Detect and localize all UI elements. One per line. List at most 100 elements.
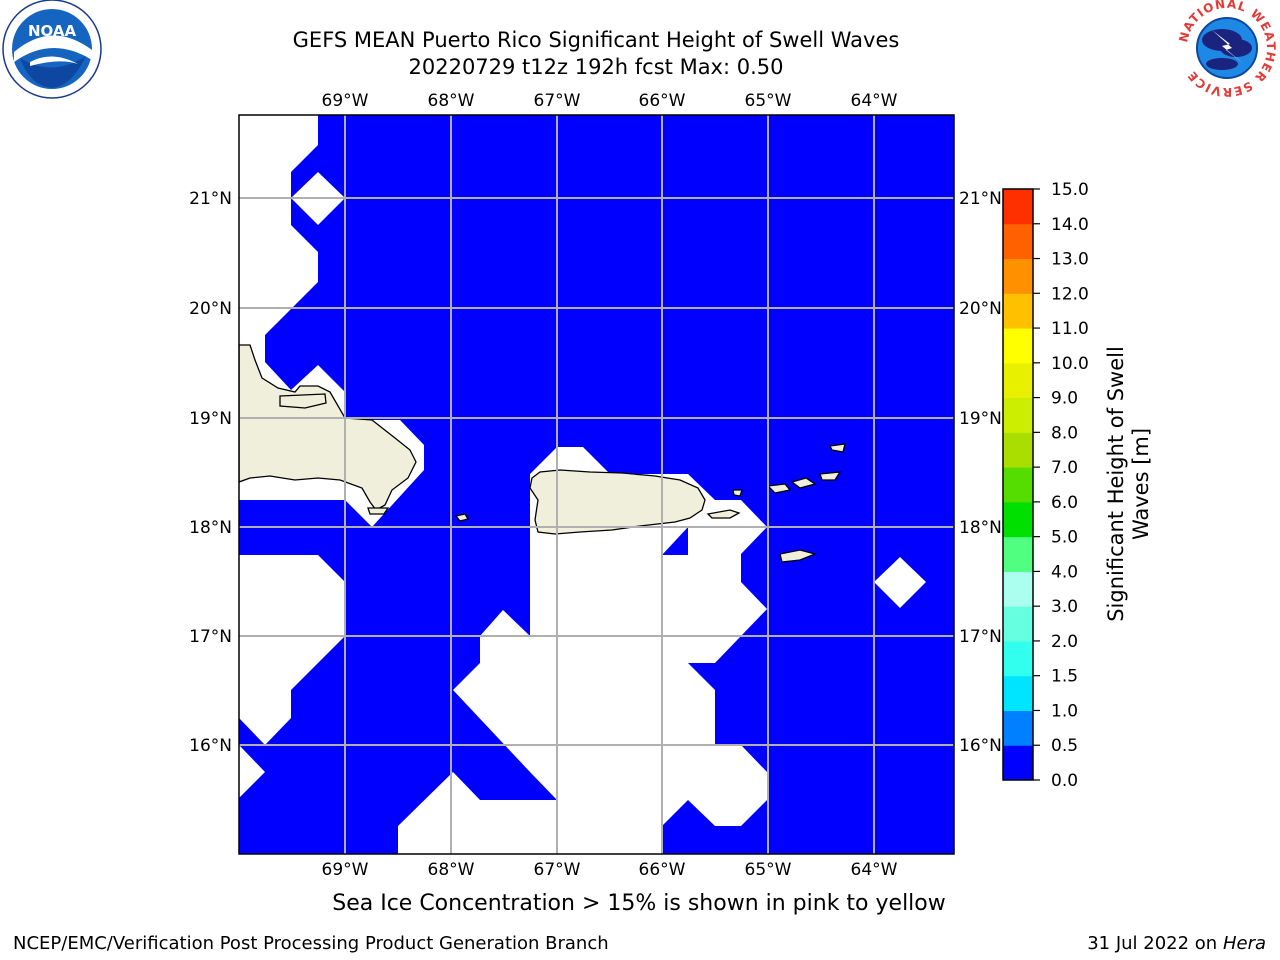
virgin-island xyxy=(819,471,842,481)
colorbar-label: Significant Height of Swell Waves [m] xyxy=(1104,346,1153,622)
lat-label: 17°N xyxy=(189,627,232,647)
vieques-island xyxy=(706,509,741,519)
colorbar-tick-label: 13.0 xyxy=(1051,250,1089,270)
colorbar-swatch xyxy=(1003,362,1033,399)
colorbar-swatch xyxy=(1003,328,1033,364)
lat-label: 16°N xyxy=(959,736,1002,756)
lat-label: 21°N xyxy=(959,189,1002,209)
lon-label: 66°W xyxy=(639,91,686,111)
lon-label: 64°W xyxy=(851,91,898,111)
colorbar-swatch xyxy=(1003,536,1033,572)
st-croix-island xyxy=(779,549,818,563)
graticule xyxy=(239,115,954,854)
lon-label: 69°W xyxy=(322,91,369,111)
colorbar-label-line2: Waves [m] xyxy=(1129,428,1153,540)
colorbar-tick-label: 2.0 xyxy=(1051,632,1078,652)
lon-label: 66°W xyxy=(639,860,686,880)
colorbar-swatch xyxy=(1003,571,1033,607)
colorbar-tick-label: 3.0 xyxy=(1051,597,1078,617)
sea-ice-note: Sea Ice Concentration > 15% is shown in … xyxy=(332,891,946,916)
footer-machine: Hera xyxy=(1222,933,1266,954)
no-data-region xyxy=(239,745,265,798)
no-data-region xyxy=(239,115,345,420)
lat-label: 20°N xyxy=(189,299,232,319)
colorbar-tick-label: 1.5 xyxy=(1051,667,1078,687)
colorbar-swatch xyxy=(1003,467,1033,503)
colorbar-label-line1: Significant Height of Swell xyxy=(1104,346,1128,622)
colorbar-tick-label: 10.0 xyxy=(1051,354,1089,374)
footer-date: 31 Jul 2022 on Hera xyxy=(1087,933,1266,954)
colorbar-tick-label: 5.0 xyxy=(1051,528,1078,548)
colorbar-ticks: 0.0 0.5 1.0 1.5 2.0 3.0 4.0 5.0 6.0 7.0 8.0 9.0 10.0… xyxy=(1033,180,1089,791)
colorbar-tick-label: 0.0 xyxy=(1051,771,1078,791)
lat-labels-right: 21°N 20°N 19°N 18°N 17°N 16°N xyxy=(959,189,1002,756)
no-data-region xyxy=(239,555,345,745)
lat-label: 21°N xyxy=(189,189,232,209)
colorbar-swatch xyxy=(1003,432,1033,468)
colorbar-tick-label: 6.0 xyxy=(1051,493,1078,513)
lat-labels-left: 21°N 20°N 19°N 18°N 17°N 16°N xyxy=(189,189,232,756)
no-data-region xyxy=(398,772,557,854)
lat-label: 19°N xyxy=(959,409,1002,429)
lat-label: 16°N xyxy=(189,736,232,756)
no-data-region xyxy=(874,557,926,608)
colorbar-swatch xyxy=(1003,258,1033,294)
colorbar-tick-label: 1.0 xyxy=(1051,701,1078,721)
colorbar-swatch xyxy=(1003,293,1033,329)
lon-labels-top: 69°W 68°W 67°W 66°W 65°W 64°W xyxy=(322,91,898,111)
noaa-logo: NOAA xyxy=(2,0,102,99)
lon-label: 64°W xyxy=(851,860,898,880)
lon-label: 68°W xyxy=(428,91,475,111)
lat-label: 19°N xyxy=(189,409,232,429)
lon-label: 68°W xyxy=(428,860,475,880)
colorbar-swatch xyxy=(1003,640,1033,677)
lat-label: 20°N xyxy=(959,299,1002,319)
nws-logo: NATIONAL WEATHER SERVICE xyxy=(1176,0,1277,99)
map-frame xyxy=(238,114,955,855)
tortuga-island xyxy=(279,393,327,409)
colorbar-tick-label: 7.0 xyxy=(1051,458,1078,478)
colorbar-frame xyxy=(1002,188,1034,781)
colorbar-swatch xyxy=(1003,710,1033,746)
colorbar-tick-label: 11.0 xyxy=(1051,319,1089,339)
map-subtitle: 20220729 t12z 192h fcst Max: 0.50 xyxy=(408,55,784,79)
lat-label: 17°N xyxy=(959,627,1002,647)
colorbar-swatch xyxy=(1003,223,1033,260)
colorbar-tick-label: 0.5 xyxy=(1051,736,1078,756)
lon-label: 67°W xyxy=(534,860,581,880)
footer-date-text: 31 Jul 2022 on xyxy=(1087,933,1223,954)
colorbar-tick-label: 4.0 xyxy=(1051,562,1078,582)
colorbar-tick-label: 12.0 xyxy=(1051,284,1089,304)
lon-label: 65°W xyxy=(745,860,792,880)
virgin-island xyxy=(790,477,817,489)
lon-labels-bottom: 69°W 68°W 67°W 66°W 65°W 64°W xyxy=(322,860,898,880)
colorbar-tick-label: 14.0 xyxy=(1051,215,1089,235)
colorbar-swatch xyxy=(1003,501,1033,538)
anegada-island xyxy=(829,443,846,453)
colorbar-tick-label: 9.0 xyxy=(1051,389,1078,409)
lon-label: 67°W xyxy=(534,91,581,111)
colorbar-swatch xyxy=(1003,675,1033,711)
hispaniola xyxy=(239,344,417,511)
lat-label: 18°N xyxy=(959,518,1002,538)
colorbar xyxy=(1003,189,1033,781)
map-title: GEFS MEAN Puerto Rico Significant Height… xyxy=(292,28,900,52)
colorbar-swatch xyxy=(1003,189,1033,225)
footer-branch: NCEP/EMC/Verification Post Processing Pr… xyxy=(13,933,609,954)
colorbar-tick-label: 15.0 xyxy=(1051,180,1089,200)
noaa-logo-text: NOAA xyxy=(28,22,77,40)
colorbar-swatch xyxy=(1003,606,1033,642)
mona-island xyxy=(454,513,470,522)
virgin-island xyxy=(766,483,792,494)
ile-a-vache xyxy=(367,507,390,515)
lat-label: 18°N xyxy=(189,518,232,538)
colorbar-tick-label: 8.0 xyxy=(1051,423,1078,443)
culebra-island xyxy=(732,489,743,497)
colorbar-swatch xyxy=(1003,745,1033,781)
lon-label: 65°W xyxy=(745,91,792,111)
colorbar-swatch xyxy=(1003,397,1033,433)
map-area xyxy=(239,115,954,854)
lon-label: 69°W xyxy=(322,860,369,880)
no-data-region xyxy=(453,447,767,854)
